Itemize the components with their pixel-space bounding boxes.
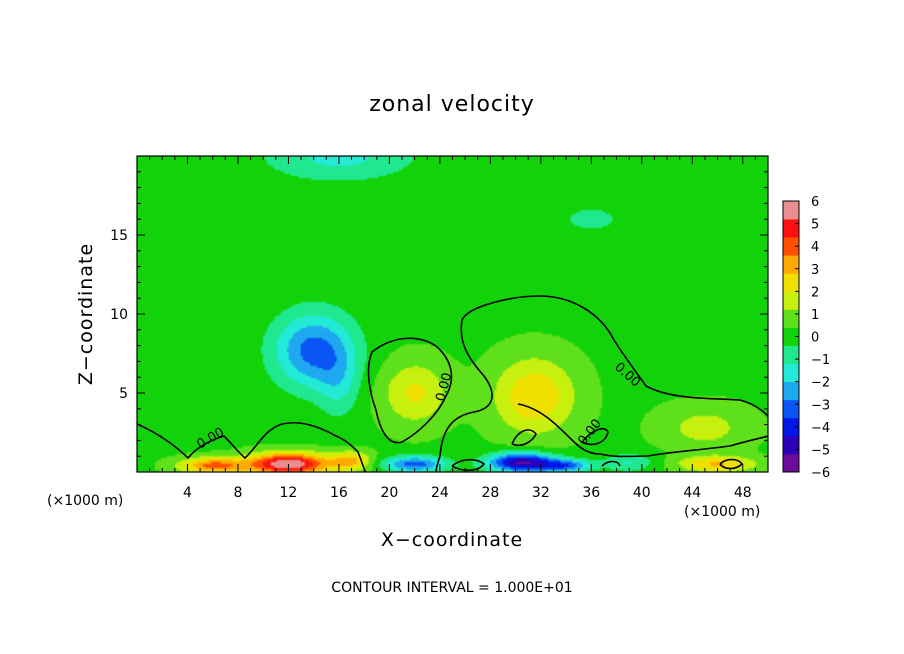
y-axis-label: Z−coordinate (75, 243, 97, 385)
y-tick-label: 5 (119, 386, 128, 402)
x-tick-label: 32 (532, 485, 550, 501)
colorbar-label: −4 (811, 421, 830, 436)
x-tick-label: 8 (233, 485, 242, 501)
colorbar-swatch (783, 273, 799, 292)
colorbar-label: −6 (811, 466, 830, 481)
y-tick-label: 15 (110, 228, 128, 244)
contour-line (719, 458, 744, 470)
x-tick-label: 48 (734, 485, 752, 501)
colorbar-swatch (783, 453, 799, 473)
y-tick-label: 10 (110, 307, 128, 323)
contour-label: 0.00 (433, 371, 455, 403)
colorbar-label: −2 (811, 376, 830, 391)
contour-line (511, 429, 537, 447)
contour-line (461, 295, 768, 417)
x-tick-label: 20 (380, 485, 398, 501)
colorbar-label: 6 (811, 195, 819, 210)
x-axis: 4 8 12 16 20 24 28 32 36 40 44 48 (149, 156, 756, 501)
x-tick-label: 28 (481, 485, 499, 501)
zero-contours (137, 295, 768, 472)
colorbar-label: 4 (811, 240, 819, 255)
x-tick-label: 16 (330, 485, 348, 501)
heatmap-image (137, 156, 768, 472)
heatmap-field (137, 156, 768, 472)
colorbar-label: 2 (811, 285, 819, 300)
chart-title: zonal velocity (369, 92, 535, 117)
contour-line (517, 403, 601, 455)
colorbar-swatch (783, 201, 799, 220)
colorbar-swatch (783, 399, 799, 419)
x-axis-label: X−coordinate (381, 529, 523, 551)
contour-line (601, 460, 621, 467)
colorbar-swatch (783, 291, 799, 310)
colorbar-label: 0 (811, 331, 819, 346)
contour-line (599, 435, 768, 458)
y-axis: 5 10 15 (110, 171, 768, 457)
colorbar-swatch (783, 381, 799, 401)
colorbar-swatch (783, 309, 799, 328)
contour-line (367, 337, 453, 444)
contour-interval-note: CONTOUR INTERVAL = 1.000E+01 (331, 580, 572, 596)
colorbar-swatch (783, 327, 799, 346)
contour-line (451, 458, 486, 472)
x-tick-label: 40 (633, 485, 651, 501)
colorbar-swatch (783, 219, 799, 238)
colorbar-label: −3 (811, 398, 830, 413)
x-tick-label: 36 (582, 485, 600, 501)
contour-line (137, 421, 367, 472)
colorbar-label: 3 (811, 263, 819, 278)
contour-line (581, 427, 609, 446)
colorbar-swatch (783, 345, 799, 364)
colorbar-label: −1 (811, 353, 830, 368)
x-tick-label: 4 (183, 485, 192, 501)
x-unit-right: (×1000 m) (684, 504, 760, 520)
colorbar-swatch (783, 435, 799, 455)
colorbar-label: 5 (811, 218, 819, 233)
colorbar-swatch (783, 255, 799, 274)
colorbar: 6 5 4 3 2 1 0 −1 −2 −3 −4 −5 −6 (782, 195, 830, 481)
x-tick-label: 12 (280, 485, 298, 501)
x-tick-label: 44 (683, 485, 701, 501)
colorbar-swatch (783, 417, 799, 437)
colorbar-label: −5 (811, 443, 830, 458)
colorbar-swatch (783, 363, 799, 383)
colorbar-label: 1 (811, 308, 819, 323)
x-unit-left: (×1000 m) (47, 493, 123, 509)
x-tick-label: 24 (431, 485, 449, 501)
contour-line (435, 319, 493, 472)
colorbar-swatch (783, 237, 799, 256)
